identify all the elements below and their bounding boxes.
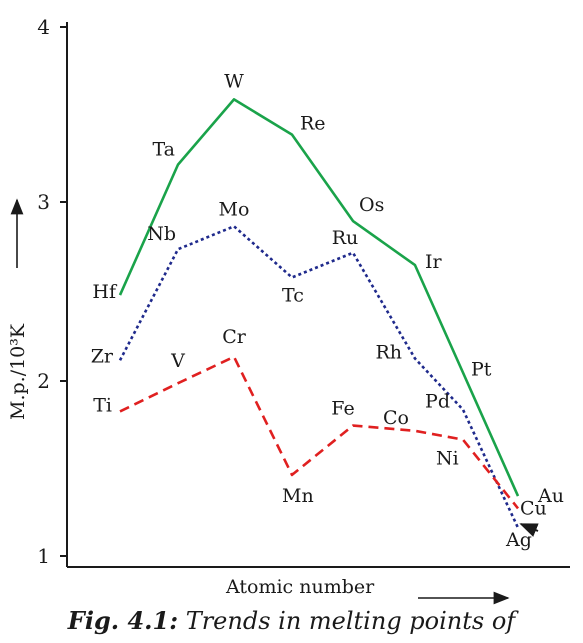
point-label-ir: Ir — [425, 251, 443, 273]
point-label-pd: Pd — [425, 391, 450, 413]
point-label-v: V — [170, 350, 185, 372]
point-label-mo: Mo — [219, 198, 250, 220]
figure-caption: Fig. 4.1: Trends in melting points of — [0, 606, 583, 635]
point-label-zr: Zr — [91, 345, 114, 367]
figure-caption-label: Fig. 4.1: — [67, 606, 179, 635]
y-tick-label-4: 4 — [37, 15, 50, 39]
point-label-rh: Rh — [375, 342, 402, 364]
y-tick-label-1: 1 — [37, 544, 50, 568]
series-line-0 — [118, 98, 520, 497]
x-axis-title: Atomic number — [225, 576, 375, 598]
point-label-os: Os — [359, 194, 384, 216]
point-label-w: W — [224, 70, 244, 92]
point-label-nb: Nb — [147, 223, 176, 245]
point-label-ru: Ru — [332, 227, 359, 249]
point-label-ti: Ti — [93, 394, 112, 416]
point-label-pt: Pt — [471, 359, 492, 381]
point-label-fe: Fe — [331, 398, 354, 420]
point-label-ta: Ta — [152, 139, 175, 161]
melting-point-chart: 4 3 2 1 M.p./10³K Atomic number Hf Ta W Re O… — [7, 15, 570, 605]
y-tick-label-2: 2 — [37, 369, 50, 393]
point-label-cu: Cu — [520, 497, 547, 519]
point-label-cr: Cr — [222, 326, 247, 348]
point-label-au: Au — [537, 485, 564, 507]
series-line-1 — [118, 225, 520, 529]
point-label-ni: Ni — [436, 448, 459, 470]
y-axis-title: M.p./10³K — [7, 323, 29, 420]
point-label-tc: Tc — [282, 284, 304, 306]
point-label-ag: Ag — [505, 529, 532, 551]
au-pointer-arrow — [519, 523, 539, 537]
y-tick-label-3: 3 — [37, 190, 50, 214]
point-label-mn: Mn — [282, 485, 314, 507]
series-line-2 — [119, 355, 520, 510]
point-label-hf: Hf — [92, 281, 118, 303]
point-label-re: Re — [300, 113, 326, 135]
figure-caption-text: Trends in melting points of — [178, 607, 516, 635]
point-label-co: Co — [383, 407, 409, 429]
